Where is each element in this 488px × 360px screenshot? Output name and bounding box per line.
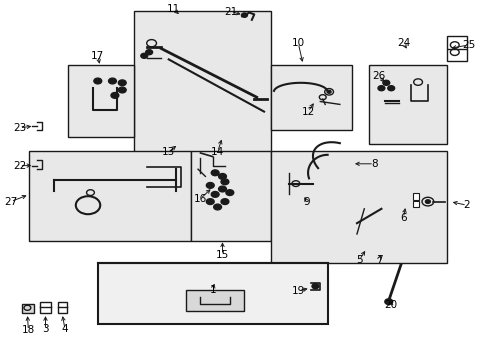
Text: 21: 21 [224,6,237,17]
Text: 24: 24 [396,38,409,48]
Circle shape [118,80,126,86]
Polygon shape [185,290,244,311]
Text: 9: 9 [303,197,310,207]
Bar [40,302,51,313]
Text: 11: 11 [166,4,180,14]
Circle shape [141,53,147,58]
Bar [68,65,134,137]
Bar [412,201,418,207]
Circle shape [211,192,219,197]
Text: 22: 22 [13,161,26,171]
Bar [134,11,271,166]
Circle shape [311,284,318,289]
Bar [271,151,447,263]
Text: 14: 14 [210,147,224,157]
Text: 2: 2 [463,200,469,210]
Circle shape [241,13,247,17]
Circle shape [382,80,389,85]
Text: 7: 7 [375,255,382,265]
Text: 16: 16 [193,194,207,204]
Circle shape [218,174,226,179]
Bar [21,304,34,313]
Bar [271,65,351,130]
Text: 10: 10 [291,38,304,48]
Circle shape [206,183,214,188]
Text: 6: 6 [399,213,406,223]
Circle shape [377,86,384,91]
Text: 20: 20 [384,300,397,310]
Text: 27: 27 [4,197,18,207]
Bar [190,151,271,241]
Text: 23: 23 [13,123,26,133]
Circle shape [145,50,152,55]
Circle shape [225,190,233,195]
Bar [58,302,66,313]
Polygon shape [98,263,327,324]
Text: 3: 3 [42,324,49,334]
Circle shape [206,199,214,204]
Text: 26: 26 [371,71,385,81]
Circle shape [326,90,330,93]
Circle shape [211,170,219,176]
Circle shape [218,186,226,192]
Circle shape [213,204,221,210]
Text: 15: 15 [215,250,229,260]
Circle shape [111,93,119,98]
Text: 5: 5 [355,255,362,265]
Bar [447,36,466,61]
Text: 25: 25 [461,40,474,50]
Circle shape [118,87,126,93]
Text: 19: 19 [291,286,305,296]
Text: 13: 13 [162,147,175,157]
Circle shape [221,199,228,204]
Bar [368,65,447,144]
Text: 4: 4 [61,324,68,334]
Text: 12: 12 [301,107,314,117]
Circle shape [425,200,429,203]
Text: 18: 18 [21,325,35,336]
Bar [29,151,190,241]
Text: 8: 8 [370,159,377,169]
Circle shape [387,86,394,91]
Circle shape [384,299,392,305]
Text: 17: 17 [91,51,104,61]
Circle shape [108,78,116,84]
Text: 1: 1 [209,285,216,295]
Circle shape [94,78,102,84]
Circle shape [221,179,228,185]
Bar [412,193,418,200]
